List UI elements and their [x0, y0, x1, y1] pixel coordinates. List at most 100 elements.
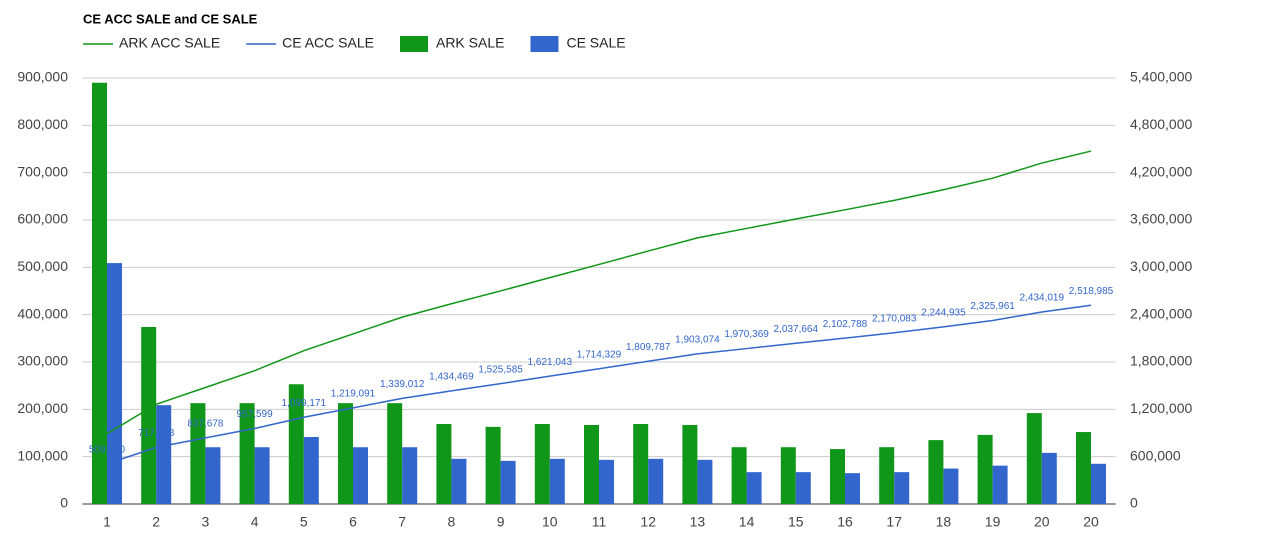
bar: [697, 459, 713, 504]
data-label: 1,219,091: [331, 388, 376, 399]
x-tick-label: 9: [497, 514, 505, 530]
bar: [353, 447, 368, 504]
bar: [303, 436, 319, 504]
data-label: 1,621,043: [528, 357, 573, 368]
y2-tick-label: 3,000,000: [1130, 258, 1192, 274]
y2-tick-label: 0: [1130, 495, 1138, 511]
x-tick-label: 18: [936, 514, 952, 530]
data-label: 2,325,961: [970, 301, 1015, 312]
x-tick-label: 14: [739, 514, 755, 530]
bar: [485, 426, 501, 504]
bar: [156, 405, 172, 504]
bar: [288, 384, 304, 504]
x-tick-label: 1: [103, 514, 111, 530]
line: [106, 150, 1092, 435]
x-tick-label: 8: [448, 514, 456, 530]
y-tick-label: 800,000: [17, 116, 68, 132]
y-tick-label: 200,000: [17, 400, 68, 416]
x-tick-label: 11: [592, 514, 607, 530]
legend-label: CE SALE: [566, 35, 625, 51]
x-tick-label: 17: [886, 514, 902, 530]
x-tick-label: 15: [788, 514, 804, 530]
data-label: 1,714,329: [577, 349, 622, 360]
bar: [943, 468, 959, 504]
data-label: 1,525,585: [478, 364, 523, 375]
data-label: 1,099,171: [282, 398, 327, 409]
bar: [648, 458, 664, 504]
bar: [633, 424, 649, 504]
bar: [830, 449, 845, 504]
bar: [1076, 432, 1091, 504]
data-label: 2,170,083: [872, 313, 917, 324]
y2-tick-label: 1,200,000: [1130, 400, 1192, 416]
bar: [107, 263, 122, 504]
y2-tick-label: 5,400,000: [1130, 69, 1192, 85]
y-tick-label: 700,000: [17, 163, 68, 179]
bar: [879, 447, 895, 504]
bar: [894, 472, 910, 504]
bar: [338, 403, 353, 504]
y2-tick-label: 1,800,000: [1130, 353, 1192, 369]
x-tick-label: 10: [542, 514, 558, 530]
legend-label: ARK SALE: [436, 35, 504, 51]
data-label: 1,903,074: [675, 335, 720, 346]
bar: [190, 403, 206, 504]
x-tick-label: 7: [398, 514, 406, 530]
y-tick-label: 300,000: [17, 353, 68, 369]
x-tick-label: 16: [837, 514, 853, 530]
y2-tick-label: 600,000: [1130, 447, 1181, 463]
data-label: 1,339,012: [380, 379, 425, 390]
y-tick-label: 400,000: [17, 305, 68, 321]
data-label: 2,037,664: [774, 324, 819, 335]
data-label: 957,599: [237, 409, 274, 420]
bar: [731, 447, 747, 504]
bar: [1041, 452, 1057, 504]
data-label: 2,244,935: [921, 308, 966, 319]
y2-tick-label: 3,600,000: [1130, 211, 1192, 227]
x-tick-label: 5: [300, 514, 308, 530]
x-tick-label: 20: [1034, 514, 1050, 530]
data-label: 2,518,985: [1069, 286, 1114, 297]
x-tick-label: 4: [251, 514, 259, 530]
x-tick-label: 3: [202, 514, 210, 530]
bar: [436, 424, 452, 504]
x-tick-label: 12: [640, 514, 656, 530]
y2-tick-label: 4,800,000: [1130, 116, 1192, 132]
bar: [500, 460, 516, 504]
data-label: 837,678: [187, 419, 224, 430]
x-tick-label: 13: [690, 514, 706, 530]
bar: [584, 424, 599, 504]
data-label: 717,758: [138, 428, 175, 439]
y-tick-label: 500,000: [17, 258, 68, 274]
bar: [992, 465, 1008, 504]
y-tick-label: 900,000: [17, 69, 68, 85]
bar: [977, 434, 993, 504]
legend-label: ARK ACC SALE: [119, 35, 220, 51]
x-tick-label: 2: [152, 514, 160, 530]
bar: [534, 424, 550, 504]
bar: [746, 472, 762, 504]
bar: [845, 473, 860, 504]
data-label: 509,000: [89, 444, 126, 455]
data-label: 2,434,019: [1020, 293, 1065, 304]
data-label: 1,434,469: [429, 371, 474, 382]
bar: [141, 326, 157, 504]
y-tick-label: 0: [60, 495, 68, 511]
y-tick-label: 100,000: [17, 447, 68, 463]
bar: [599, 459, 614, 504]
bar: [682, 424, 698, 504]
bar: [928, 440, 944, 504]
legend-label: CE ACC SALE: [282, 35, 374, 51]
y2-tick-label: 2,400,000: [1130, 305, 1192, 321]
bar: [239, 403, 255, 504]
bar: [254, 447, 270, 504]
x-tick-label: 20: [1083, 514, 1099, 530]
bar: [387, 403, 403, 504]
bar: [780, 447, 796, 504]
bar: [1091, 463, 1106, 504]
x-tick-label: 6: [349, 514, 357, 530]
chart-title: CE ACC SALE and CE SALE: [83, 11, 258, 26]
legend-swatch: [530, 36, 559, 52]
bar: [92, 82, 107, 504]
